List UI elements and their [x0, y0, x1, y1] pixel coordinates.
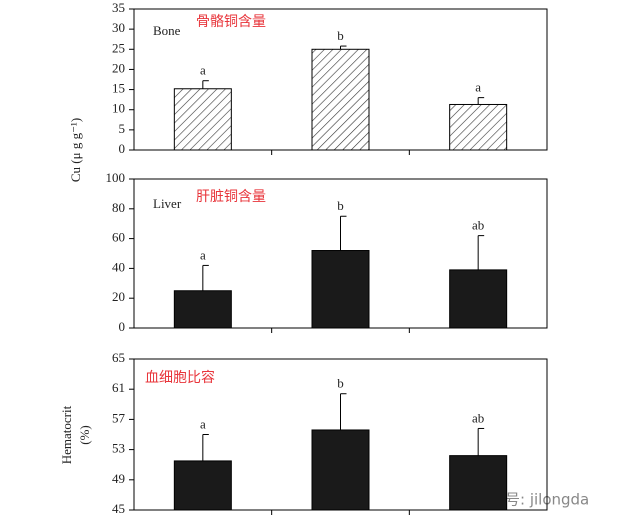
annotation: a [200, 247, 206, 262]
y-tick-label: 61 [112, 380, 125, 395]
y-tick-label: 57 [112, 410, 126, 425]
y-tick-label: 80 [112, 200, 125, 215]
bar [449, 455, 508, 511]
y-tick-label: 0 [119, 141, 126, 156]
y-tick-label: 53 [112, 441, 125, 456]
bar [311, 429, 370, 511]
annotation: ab [472, 410, 484, 425]
annotation: a [200, 416, 206, 431]
y-tick-label: 5 [119, 121, 126, 136]
panel-title: 肝脏铜含量 [196, 189, 266, 205]
bar [449, 269, 508, 329]
bar [311, 48, 370, 151]
annotation: ab [472, 218, 484, 233]
y-tick-label: 0 [119, 319, 126, 334]
y-tick-label: 40 [112, 259, 125, 274]
y-tick-label: 30 [112, 20, 125, 35]
y-axis-label: Hematocrit [59, 405, 74, 464]
y-tick-label: 60 [112, 230, 125, 245]
y-tick-label: 49 [112, 471, 125, 486]
y-tick-label: 65 [112, 350, 125, 365]
annotation: a [200, 63, 206, 78]
y-axis-label: Cu (μ g g⁻¹) [68, 118, 83, 182]
y-tick-label: 10 [112, 101, 125, 116]
panel-title: 骨骼铜含量 [196, 14, 266, 30]
panel-label: Bone [153, 23, 181, 38]
annotation: b [337, 28, 344, 43]
y-tick-label: 100 [106, 170, 126, 185]
y-tick-label: 15 [112, 81, 125, 96]
annotation: b [337, 198, 344, 213]
annotation: b [337, 376, 344, 391]
y-axis-label: (%) [77, 425, 92, 445]
annotation: a [475, 80, 481, 95]
panel-title: 血细胞比容 [145, 369, 215, 386]
y-tick-label: 35 [112, 0, 125, 15]
bar [173, 460, 232, 511]
bar [449, 103, 508, 151]
y-tick-label: 20 [112, 60, 125, 75]
bar [173, 290, 232, 329]
y-tick-label: 25 [112, 40, 125, 55]
y-tick-label: 45 [112, 501, 125, 516]
panel-label: Liver [153, 196, 182, 211]
bar [311, 250, 370, 329]
y-tick-label: 20 [112, 289, 125, 304]
bar [173, 88, 232, 151]
